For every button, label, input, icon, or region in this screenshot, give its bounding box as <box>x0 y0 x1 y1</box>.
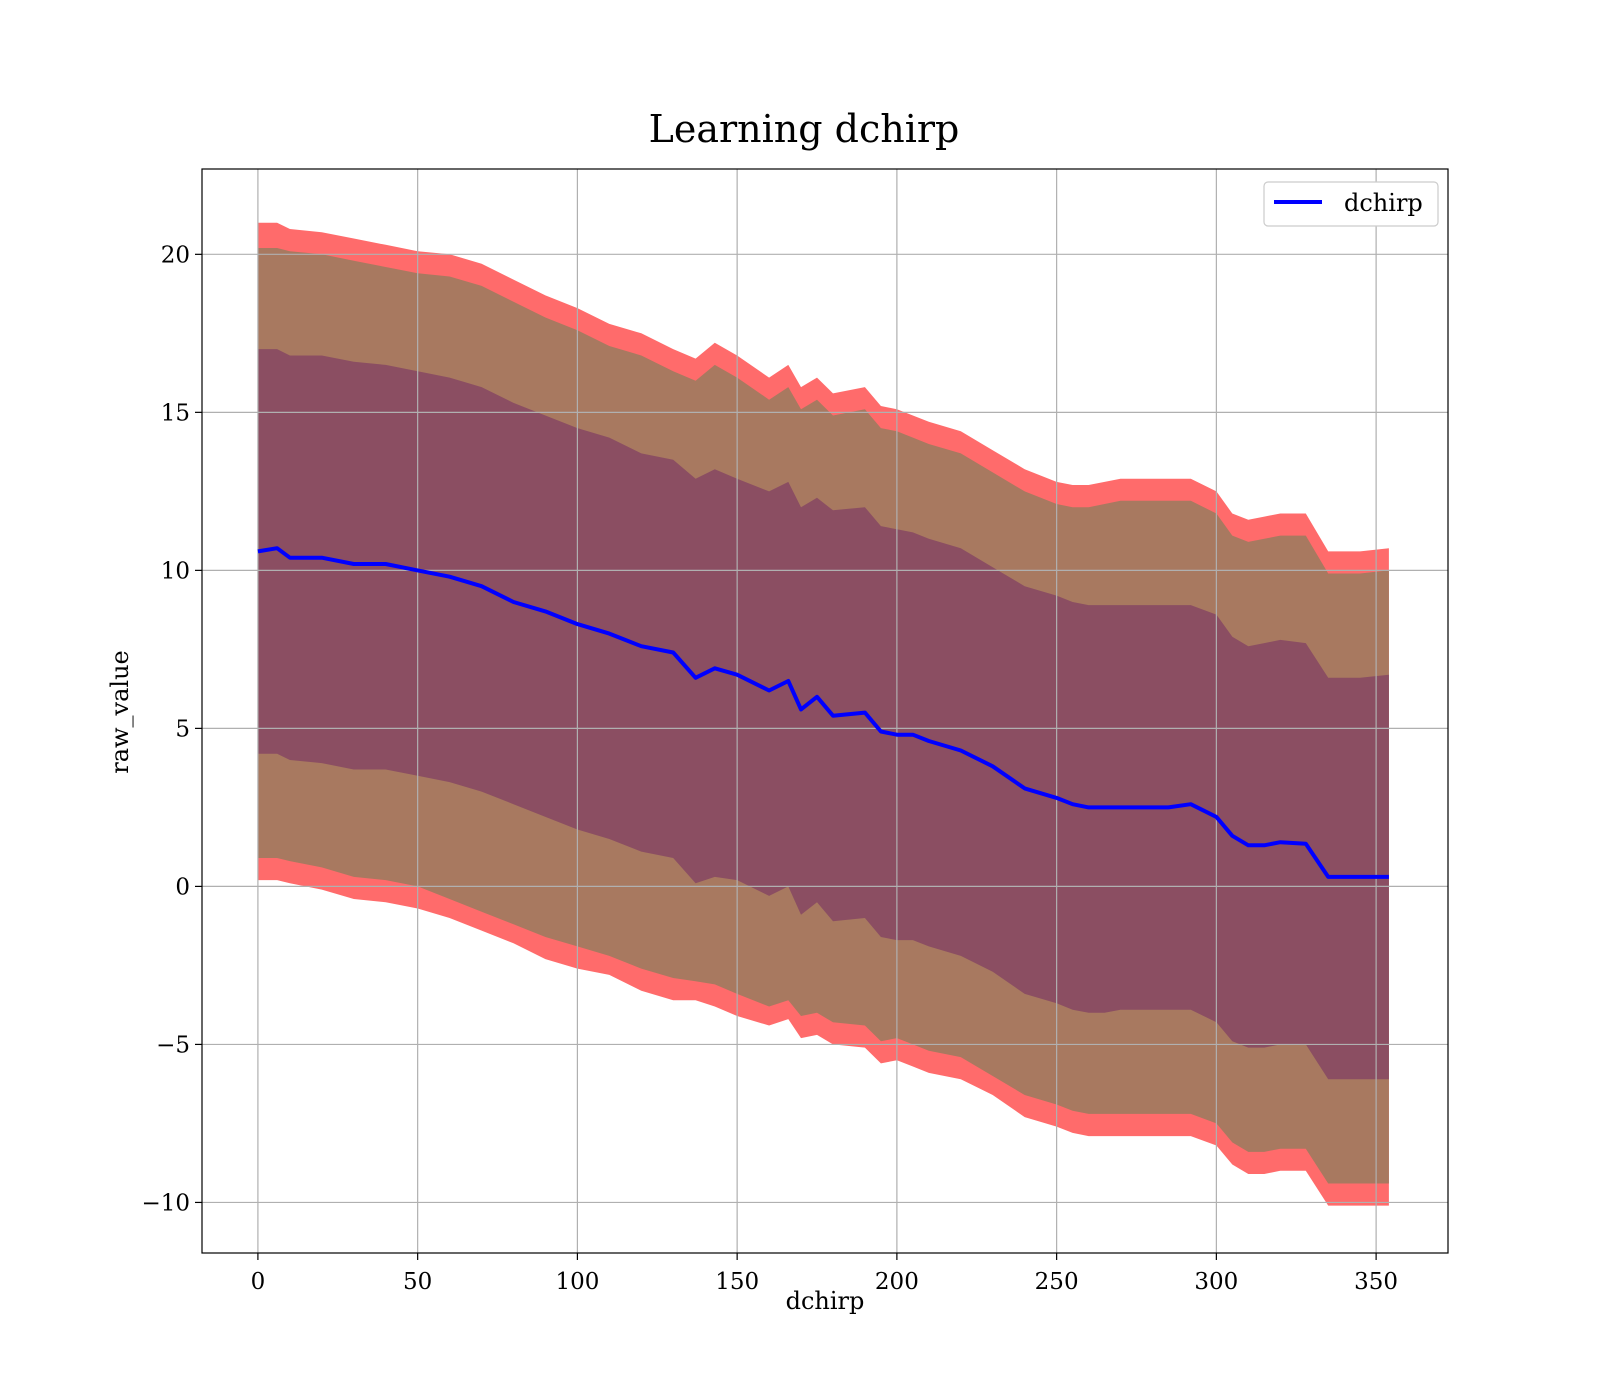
y-tick-label: −10 <box>141 1190 190 1216</box>
x-tick-label: 100 <box>555 1269 599 1295</box>
x-axis-label: dchirp <box>786 1287 865 1315</box>
x-tick-label: 300 <box>1194 1269 1238 1295</box>
plot-frame <box>201 168 1449 1254</box>
grid <box>202 169 1448 1253</box>
legend-label-dchirp: dchirp <box>1344 189 1423 217</box>
x-tick-label: 350 <box>1354 1269 1398 1295</box>
band-2 <box>257 349 1389 1080</box>
legend-box <box>1263 181 1439 227</box>
series-line-dchirp <box>257 546 1389 879</box>
x-tick-label: 200 <box>875 1269 919 1295</box>
y-tick-label: 10 <box>161 558 190 584</box>
x-tick-label: 50 <box>403 1269 432 1295</box>
x-tick-label: 250 <box>1035 1269 1079 1295</box>
y-tick-label: 20 <box>161 242 190 268</box>
y-tick-label: −5 <box>156 1032 190 1058</box>
y-axis-label: raw_value <box>106 650 134 774</box>
confidence-bands <box>257 222 1389 1206</box>
x-tick-label: 150 <box>715 1269 759 1295</box>
y-tick-label: 15 <box>161 400 190 426</box>
x-tick-label: 0 <box>251 1269 266 1295</box>
y-tick-label: 5 <box>175 716 190 742</box>
series-lines <box>257 546 1389 879</box>
legend: dchirp <box>1263 181 1439 227</box>
y-tick-label: 0 <box>175 874 190 900</box>
axis-ticks: 0 50 100 150 200 250 300 350 −10 −5 0 5 10 15 20 <box>141 242 1398 1295</box>
chart-title: Learning dchirp <box>649 107 960 151</box>
